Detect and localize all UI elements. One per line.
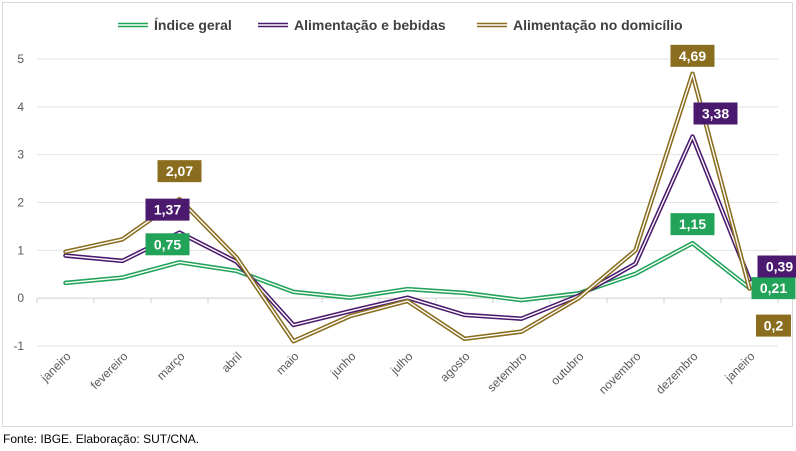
legend-label: Alimentação no domicílio — [513, 17, 683, 33]
data-label: 1,37 — [154, 202, 181, 218]
data-label: 2,07 — [166, 163, 193, 179]
data-label-box — [757, 255, 796, 278]
y-tick-label: 5 — [17, 52, 24, 66]
source-note: Fonte: IBGE. Elaboração: SUT/CNA. — [3, 432, 200, 446]
x-tick-label: julho — [387, 349, 416, 378]
x-tick-label: setembro — [484, 349, 530, 395]
x-tick-label: janeiro — [38, 349, 74, 385]
data-label: 4,69 — [679, 48, 706, 64]
x-tick-label: janeiro — [722, 349, 758, 385]
x-tick-label: maio — [273, 349, 302, 378]
y-tick-label: -1 — [13, 339, 24, 353]
chart-frame — [2, 2, 793, 427]
y-tick-label: 3 — [17, 148, 24, 162]
data-label-box — [145, 198, 190, 221]
x-tick-label: junho — [327, 349, 359, 381]
x-tick-label: agosto — [437, 349, 473, 385]
data-labels: 0,75 1,15 0,21 1,37 3,38 0,39 2,07 4,69 0,2 — [145, 44, 796, 337]
data-label-box — [157, 160, 202, 183]
data-label: 0,2 — [764, 318, 784, 334]
x-tick-label: março — [154, 349, 188, 383]
data-label-box — [751, 277, 796, 300]
data-label: 3,38 — [702, 105, 729, 121]
x-tick-label: fevereiro — [88, 349, 131, 392]
series-line-inner — [64, 135, 751, 326]
data-label: 0,39 — [766, 259, 793, 275]
y-tick-label: 4 — [17, 100, 24, 114]
y-tick-label: 2 — [17, 196, 24, 210]
series-line-inner — [64, 242, 751, 301]
x-tick-label: abril — [219, 349, 245, 375]
data-label: 0,75 — [154, 236, 181, 252]
data-label-box — [756, 314, 791, 337]
legend: Índice geral Alimentação e bebidas Aliment… — [118, 17, 683, 33]
data-label-box — [693, 102, 738, 125]
legend-label: Alimentação e bebidas — [294, 17, 446, 33]
data-label: 0,21 — [760, 280, 787, 296]
data-label-box — [145, 233, 190, 256]
legend-label: Índice geral — [154, 17, 232, 33]
x-tick-label: novembro — [596, 349, 644, 397]
y-tick-label: 0 — [17, 291, 24, 305]
x-tick-label: dezembro — [653, 349, 701, 397]
data-label-box — [670, 213, 715, 236]
x-tick-label: outubro — [548, 349, 587, 388]
data-label: 1,15 — [679, 216, 706, 232]
y-tick-label: 1 — [17, 243, 24, 257]
data-label-box — [670, 44, 715, 67]
